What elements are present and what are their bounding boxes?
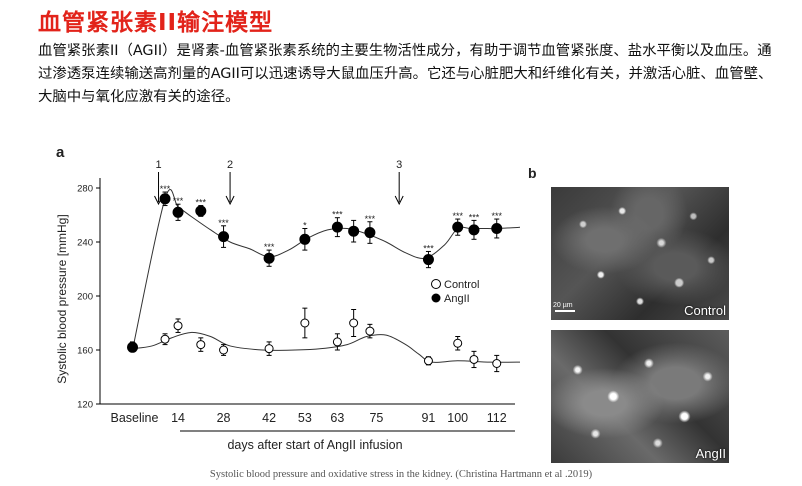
arrow-label-1: 1	[155, 159, 161, 171]
data-point-angii	[468, 224, 480, 236]
data-point-control	[423, 356, 433, 366]
micrograph-angii-label: AngII	[695, 446, 726, 461]
data-point-angii	[159, 193, 171, 205]
significance-label: ***	[332, 210, 343, 220]
data-point-control	[160, 334, 170, 344]
y-tick-label: 280	[77, 184, 93, 195]
x-tick-label: 14	[171, 411, 185, 425]
y-axis-label: Systolic blood pressure [mmHg]	[55, 214, 69, 383]
y-tick-label: 240	[77, 238, 93, 249]
data-point-control	[173, 321, 183, 331]
y-tick-label: 160	[77, 346, 93, 357]
data-point-angii	[172, 206, 184, 218]
x-tick-label: 100	[447, 411, 468, 425]
x-tick-label: 28	[217, 411, 231, 425]
data-point-control	[365, 326, 375, 336]
data-point-control	[264, 344, 274, 354]
significance-label: ***	[196, 198, 207, 208]
y-tick-label: 200	[77, 292, 93, 303]
data-point-angii	[348, 225, 360, 237]
x-axis-label: days after start of AngII infusion	[227, 438, 402, 452]
panel-label-b: b	[528, 165, 537, 181]
x-tick-label: 91	[421, 411, 435, 425]
significance-label: ***	[423, 243, 434, 253]
data-point-angii	[299, 233, 311, 245]
fit-curve-control	[132, 331, 520, 363]
data-point-angii	[263, 252, 275, 264]
data-point-angii	[364, 227, 376, 239]
significance-label: ***	[160, 184, 171, 194]
y-tick-label: 120	[77, 400, 93, 411]
data-point-control	[453, 338, 463, 348]
arrow-head	[225, 195, 235, 206]
data-point-angii	[491, 223, 503, 234]
x-tick-label: 63	[330, 411, 344, 425]
data-point-angii	[195, 205, 207, 217]
x-tick-label: 112	[487, 411, 507, 425]
significance-label: ***	[452, 211, 463, 221]
arrow-label-2: 2	[227, 159, 233, 171]
plot-area: 120 160 200 240 280 Baseline 14 28 42 53 63 75 91 100…	[77, 159, 520, 432]
x-tick-label: Baseline	[111, 411, 159, 425]
legend-control-marker	[431, 279, 441, 289]
data-point-angii	[331, 221, 343, 233]
significance-label: ***	[173, 196, 184, 206]
data-point-control	[349, 318, 359, 328]
significance-label: ***	[491, 211, 502, 221]
micrograph-angii: AngII	[551, 330, 729, 463]
micrograph-control-label: Control	[684, 303, 726, 318]
scale-bar	[555, 310, 575, 312]
x-tick-label: 42	[262, 411, 276, 425]
arrow-label-3: 3	[396, 159, 402, 171]
significance-label: ***	[218, 218, 229, 228]
significance-label: *	[303, 221, 307, 231]
legend-angii-label: AngII	[444, 293, 470, 305]
significance-label: ***	[264, 242, 275, 252]
scale-bar-label: 20 µm	[553, 302, 573, 309]
page-title: 血管紧张素II输注模型	[38, 10, 274, 36]
legend: Control AngII	[431, 279, 479, 305]
data-point-control	[196, 340, 206, 350]
figure-caption: Systolic blood pressure and oxidative st…	[209, 469, 593, 480]
arrow-head	[394, 195, 404, 206]
data-point-control	[219, 345, 229, 355]
data-point-angii	[127, 341, 139, 353]
legend-control-label: Control	[444, 279, 479, 291]
data-point-control	[332, 337, 342, 347]
data-point-control	[300, 318, 310, 328]
data-point-angii	[218, 231, 230, 243]
data-point-angii	[452, 221, 464, 233]
panel-label-a: a	[56, 144, 65, 161]
significance-label: ***	[365, 214, 376, 224]
significance-label: ***	[469, 212, 480, 222]
data-point-angii	[422, 254, 434, 266]
micrograph-control: 20 µm Control	[551, 187, 729, 320]
intro-paragraph: 血管紧张素II（AGII）是肾素-血管紧张素系统的主要生物活性成分，有助于调节血…	[38, 43, 773, 105]
x-tick-label: 75	[369, 411, 383, 425]
legend-angii-marker	[431, 293, 441, 303]
data-point-control	[492, 359, 502, 368]
x-tick-label: 53	[298, 411, 312, 425]
data-point-control	[469, 354, 479, 364]
